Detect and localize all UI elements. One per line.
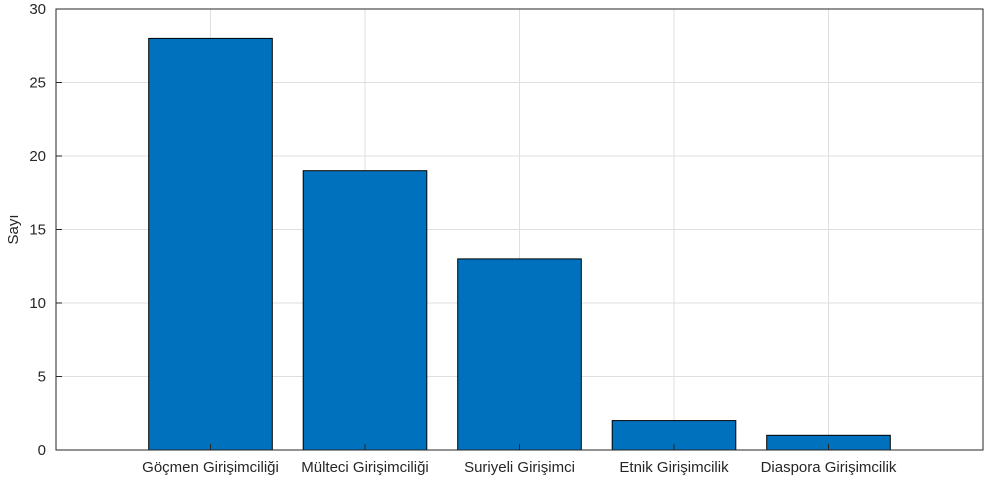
y-tick-label: 0	[38, 442, 46, 459]
bars	[148, 37, 891, 451]
x-tick-label: Etnik Girişimcilik	[619, 459, 729, 476]
y-tick-label: 5	[38, 369, 46, 386]
x-tick-label: Göçmen Girişimciliği	[142, 459, 279, 476]
bar-2	[302, 170, 428, 451]
y-axis-label: Sayı	[5, 214, 22, 244]
y-tick-label: 20	[29, 148, 46, 165]
bar-3	[457, 258, 582, 451]
y-tick-label: 15	[29, 222, 46, 239]
y-tick-label: 30	[29, 1, 46, 18]
x-tick-label: Mülteci Girişimciliği	[301, 459, 429, 476]
y-tick-label: 10	[29, 295, 46, 312]
y-tick-label: 25	[29, 75, 46, 92]
x-tick-label: Suriyeli Girişimci	[464, 459, 575, 476]
y-axis-ticks: 0 5 10 15 20 25 30	[29, 1, 62, 459]
x-axis-ticks: Göçmen Girişimciliği Mülteci Girişimciliğ…	[142, 444, 897, 476]
bar-1	[148, 37, 273, 451]
x-tick-label: Diaspora Girişimcilik	[761, 459, 897, 476]
